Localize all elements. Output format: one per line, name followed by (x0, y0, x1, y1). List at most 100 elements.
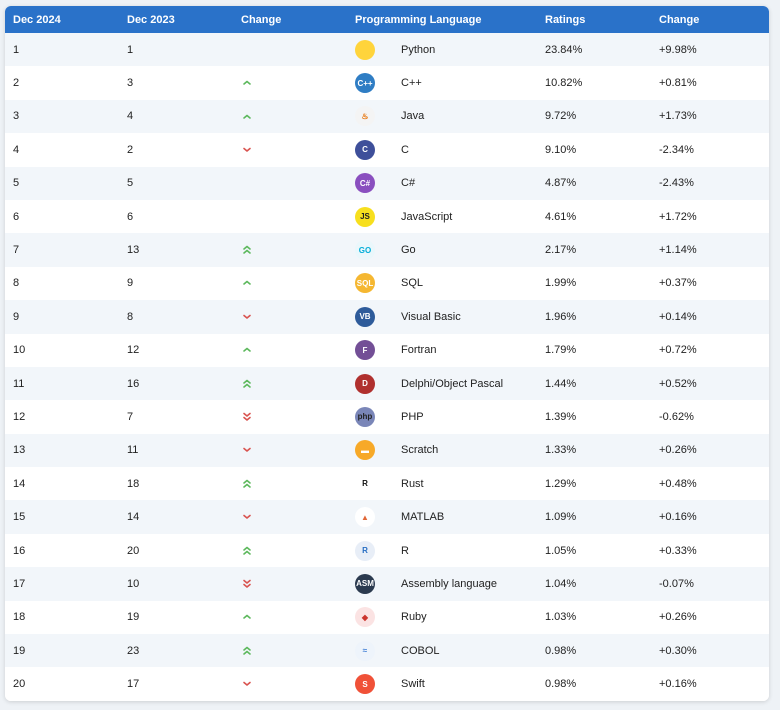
table-row[interactable]: 5 5 C# C# 4.87% -2.43% (5, 166, 769, 200)
language-cell: R Rust (347, 467, 537, 501)
rating-value: 1.04% (537, 567, 651, 601)
rank-dec2023: 18 (119, 467, 233, 501)
rating-value: 1.29% (537, 467, 651, 501)
table-row[interactable]: 6 6 JS JavaScript 4.61% +1.72% (5, 199, 769, 234)
arrow-down-icon (243, 448, 251, 453)
language-cell: D Delphi/Object Pascal (347, 366, 537, 401)
double-arrow-up-icon (243, 546, 251, 555)
table-row[interactable]: 16 20 R R 1.05% +0.33% (5, 533, 769, 568)
table-row[interactable]: 3 4 ♨ Java 9.72% +1.73% (5, 99, 769, 134)
arrow-up-icon (243, 615, 251, 620)
table-row[interactable]: 20 17 S Swift 0.98% +0.16% (5, 667, 769, 701)
arrow-up-icon (243, 114, 251, 119)
language-name: C++ (401, 77, 422, 90)
rank-change-trend (233, 66, 347, 100)
rating-value: 1.09% (537, 500, 651, 534)
rank-change-trend (233, 300, 347, 334)
table-row[interactable]: 2 3 C++ C++ 10.82% +0.81% (5, 66, 769, 100)
arrow-down-icon (243, 514, 251, 520)
rating-value: 9.10% (537, 133, 651, 167)
table-row[interactable]: 7 13 GO Go 2.17% +1.14% (5, 233, 769, 267)
table-row[interactable]: 14 18 R Rust 1.29% +0.48% (5, 467, 769, 501)
language-cell: ▬ Scratch (347, 433, 537, 468)
header-change-pct[interactable]: Change (651, 6, 769, 33)
language-logo-icon: C (355, 139, 375, 160)
language-cell-content: F Fortran (355, 340, 537, 361)
language-logo-icon: php (355, 406, 375, 427)
language-name: Java (401, 110, 425, 123)
rank-dec2023: 16 (119, 366, 233, 401)
language-logo-icon: SQL (355, 273, 375, 294)
language-logo-icon: R (355, 473, 375, 494)
table-row[interactable]: 1 1 Python 23.84% +9.98% (5, 33, 769, 67)
rank-change-trend (233, 33, 347, 67)
rating-change: +0.26% (651, 433, 769, 468)
rank-dec2023: 8 (119, 300, 233, 334)
language-logo-icon: ≈ (355, 640, 375, 661)
table-row[interactable]: 18 19 ◆ Ruby 1.03% +0.26% (5, 600, 769, 635)
language-cell-content: D Delphi/Object Pascal (355, 373, 537, 394)
language-name: MATLAB (401, 511, 445, 524)
language-name: Scratch (401, 444, 439, 457)
language-name: Ruby (401, 611, 427, 624)
header-ratings[interactable]: Ratings (537, 6, 651, 33)
rating-change: +0.14% (651, 300, 769, 334)
rank-dec2024: 3 (5, 99, 119, 134)
rating-value: 1.05% (537, 533, 651, 568)
table-row[interactable]: 17 10 ASM Assembly language 1.04% -0.07% (5, 567, 769, 601)
rank-change-trend (233, 667, 347, 701)
language-name: C# (401, 177, 416, 190)
arrow-down-icon (243, 147, 251, 152)
arrow-up-icon (243, 281, 251, 286)
table-row[interactable]: 11 16 D Delphi/Object Pascal 1.44% +0.52% (5, 366, 769, 401)
table-row[interactable]: 19 23 ≈ COBOL 0.98% +0.30% (5, 634, 769, 668)
table-row[interactable]: 13 11 ▬ Scratch 1.33% +0.26% (5, 433, 769, 468)
language-cell-content: GO Go (355, 240, 537, 261)
table-row[interactable]: 9 8 VB Visual Basic 1.96% +0.14% (5, 300, 769, 334)
language-name: C (401, 143, 409, 156)
rank-dec2023: 11 (119, 433, 233, 468)
language-logo-icon: ▲ (355, 507, 375, 528)
table-row[interactable]: 15 14 ▲ MATLAB 1.09% +0.16% (5, 500, 769, 534)
double-arrow-up-icon (243, 646, 251, 655)
table-row[interactable]: 10 12 F Fortran 1.79% +0.72% (5, 333, 769, 367)
double-arrow-down-icon (243, 579, 251, 588)
rank-change-trend (233, 500, 347, 534)
language-cell: JS JavaScript (347, 199, 537, 234)
rating-change: -0.07% (651, 567, 769, 601)
header-dec2024[interactable]: Dec 2024 (5, 6, 119, 33)
rank-dec2024: 14 (5, 467, 119, 501)
language-cell-content: C# C# (355, 173, 537, 194)
table-body: 1 1 Python 23.84% +9.98% 2 3 C++ C++ 10.82% +0.81%… (5, 33, 769, 701)
language-name: Python (401, 43, 436, 56)
rank-change-trend (233, 533, 347, 568)
double-arrow-up-icon (243, 379, 251, 388)
rating-value: 0.98% (537, 667, 651, 701)
rank-dec2023: 3 (119, 66, 233, 100)
rank-change-trend (233, 266, 347, 301)
rating-change: -0.62% (651, 400, 769, 434)
language-name: PHP (401, 410, 424, 423)
language-logo-icon: ASM (355, 573, 375, 594)
table-row[interactable]: 4 2 C C 9.10% -2.34% (5, 133, 769, 167)
rank-dec2023: 5 (119, 166, 233, 200)
rating-change: +0.30% (651, 634, 769, 668)
rank-change-trend (233, 567, 347, 601)
rank-dec2024: 12 (5, 400, 119, 434)
table-row[interactable]: 12 7 php PHP 1.39% -0.62% (5, 400, 769, 434)
language-cell: ◆ Ruby (347, 600, 537, 635)
rank-change-trend (233, 467, 347, 501)
language-cell-content: ASM Assembly language (355, 573, 537, 594)
language-cell-content: R Rust (355, 473, 537, 494)
header-change-trend[interactable]: Change (233, 6, 347, 33)
table-row[interactable]: 8 9 SQL SQL 1.99% +0.37% (5, 266, 769, 301)
language-logo-icon: S (355, 674, 375, 695)
header-dec2023[interactable]: Dec 2023 (119, 6, 233, 33)
rank-dec2024: 7 (5, 233, 119, 267)
rank-dec2023: 10 (119, 567, 233, 601)
header-language[interactable]: Programming Language (347, 6, 537, 33)
rating-value: 1.96% (537, 300, 651, 334)
rating-value: 2.17% (537, 233, 651, 267)
